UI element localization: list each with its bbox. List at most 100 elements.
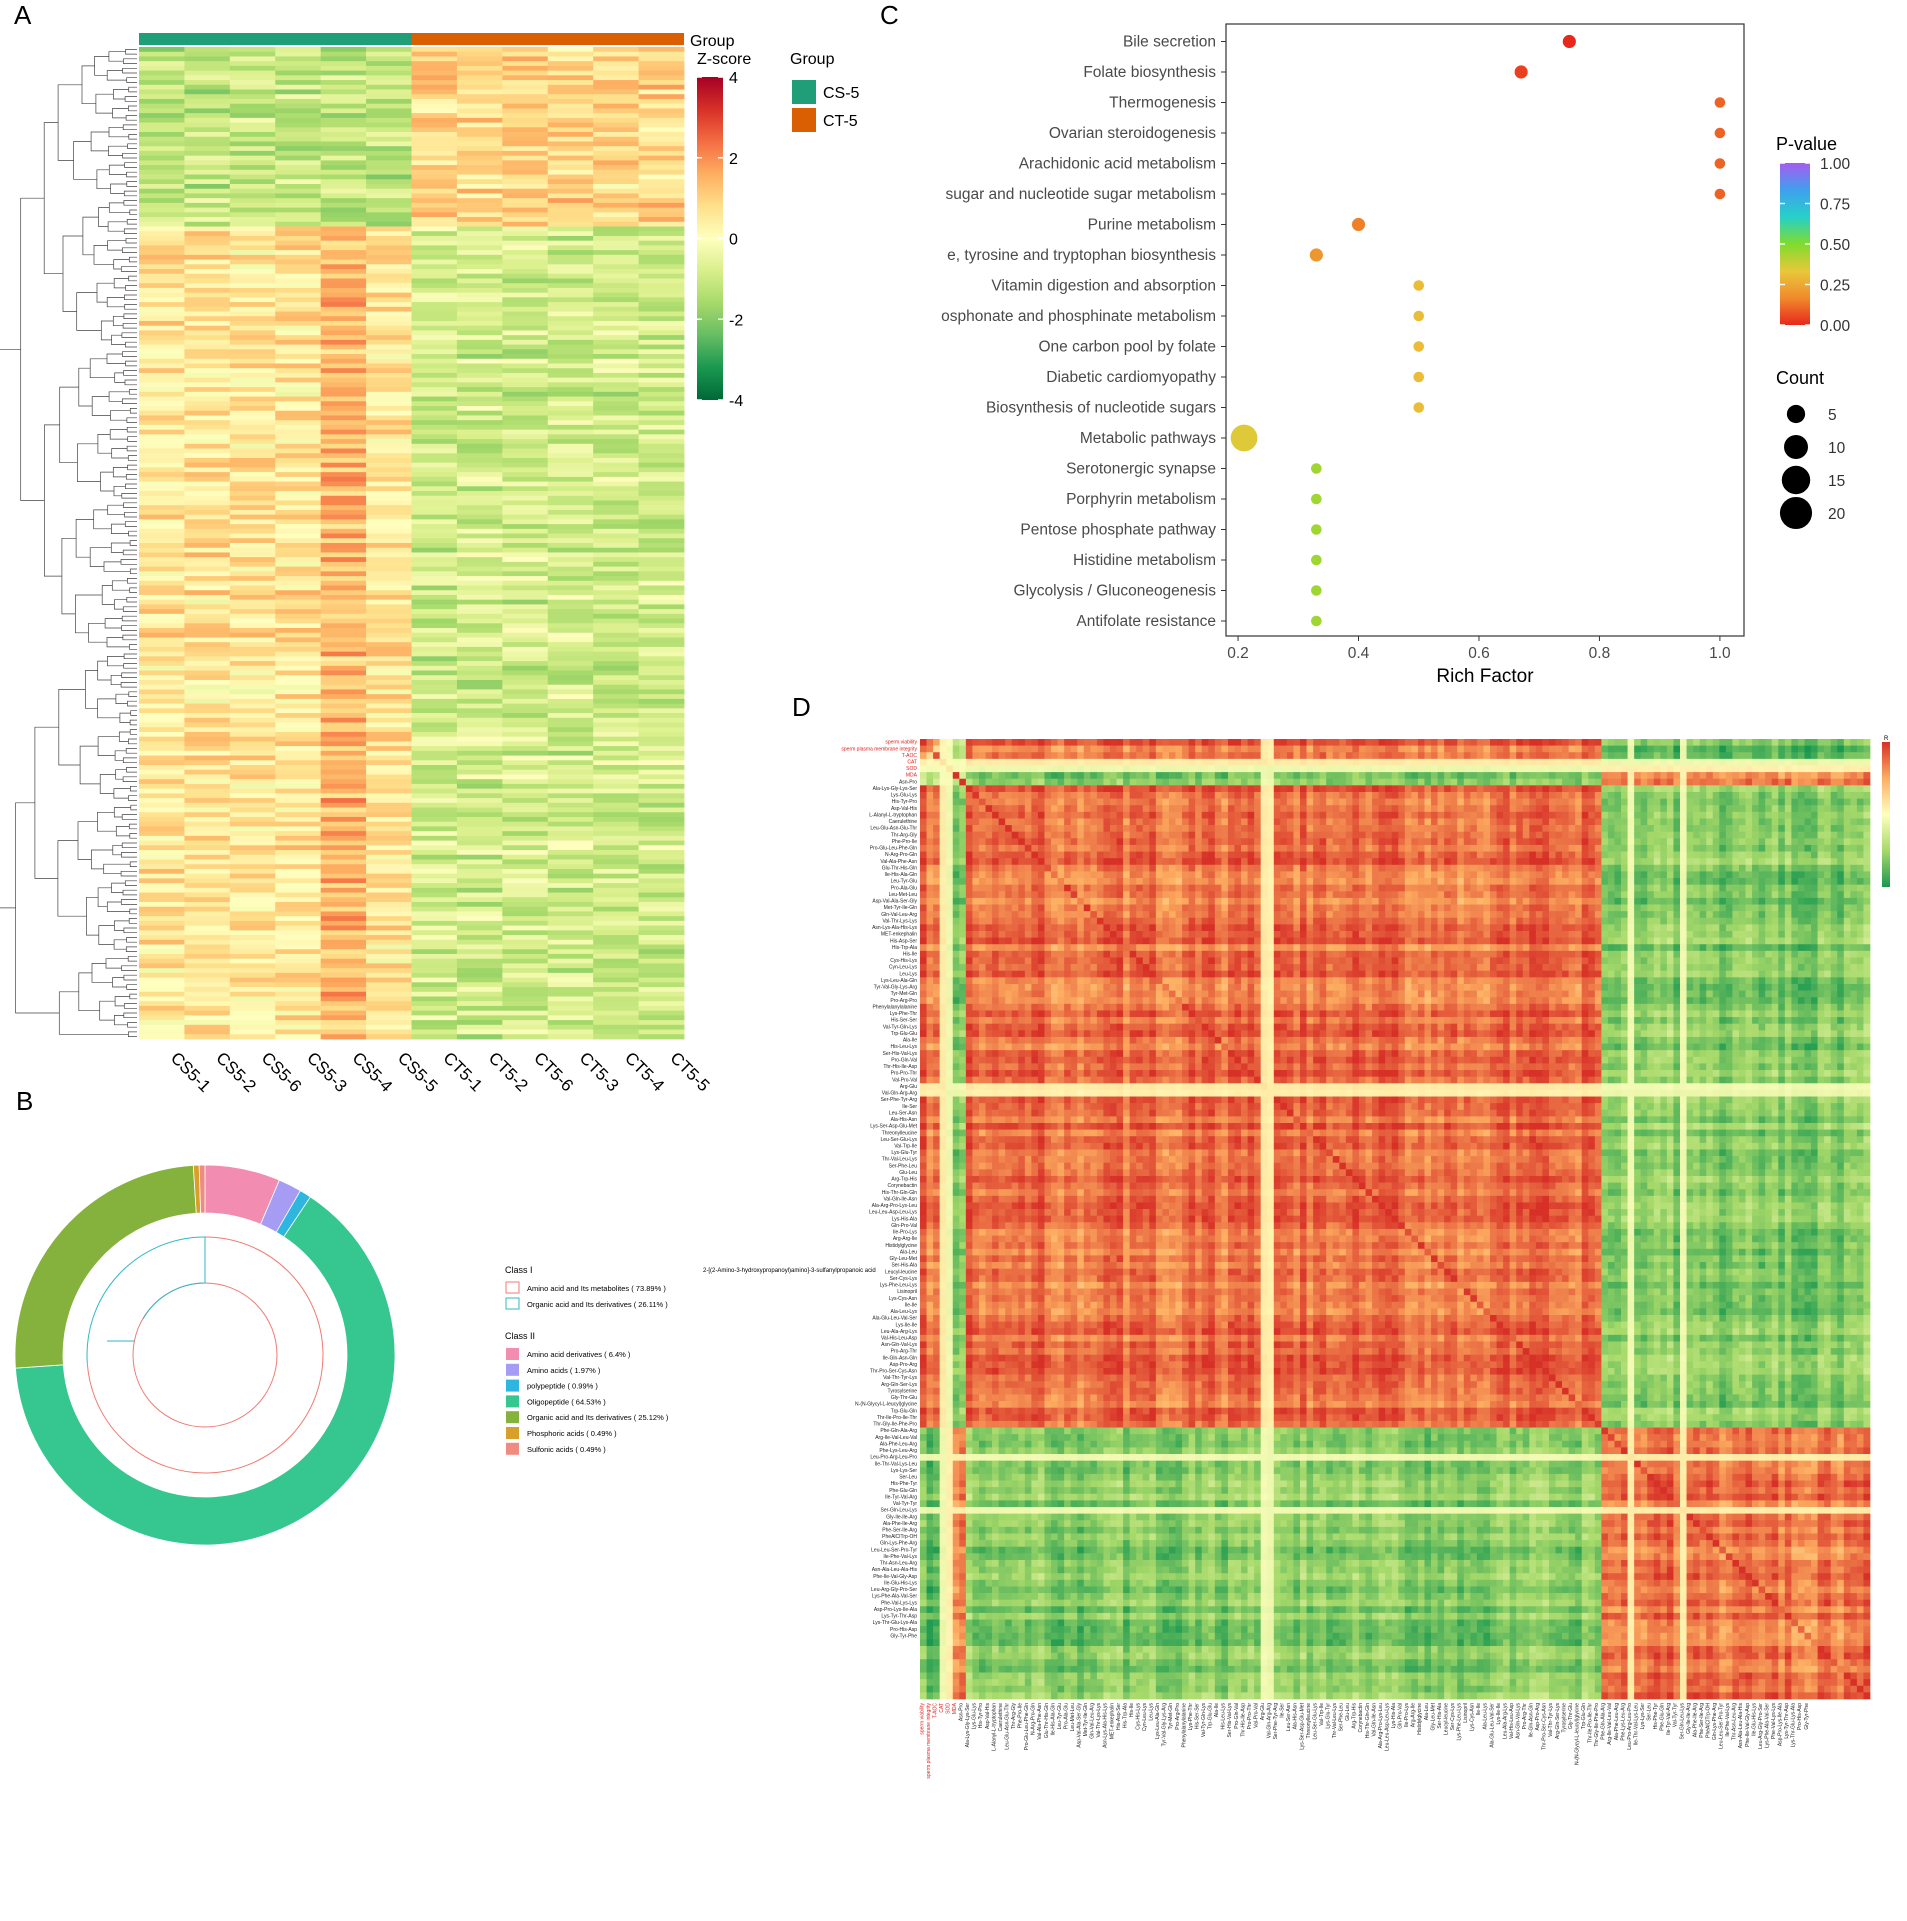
correlation-cell: [1588, 765, 1596, 773]
heatmap-cell: [593, 122, 639, 128]
heatmap-cell: [320, 623, 367, 629]
correlation-cell: [1175, 791, 1183, 799]
correlation-cell: [1227, 765, 1235, 773]
correlation-cell: [959, 739, 967, 746]
correlation-cell: [1562, 805, 1569, 813]
correlation-cell: [1758, 765, 1766, 773]
heatmap-cell: [638, 590, 685, 596]
heatmap-cell: [547, 868, 594, 875]
heatmap-cell: [502, 514, 549, 520]
correlation-cell: [1378, 811, 1386, 819]
heatmap-cell: [366, 722, 412, 728]
correlation-cell: [1300, 739, 1307, 746]
dendrogram-branch: [99, 774, 116, 794]
heatmap-cell: [366, 70, 412, 76]
heatmap-cell: [229, 377, 276, 383]
heatmap-cell: [547, 94, 594, 100]
correlation-cell: [1653, 772, 1661, 780]
heatmap-cell: [275, 47, 322, 53]
correlation-cell: [1503, 745, 1510, 753]
correlation-cell: [1437, 758, 1445, 766]
heatmap-cell: [593, 254, 639, 260]
heatmap-cell: [184, 335, 231, 341]
heatmap-cell: [229, 316, 276, 322]
correlation-cell: [1568, 805, 1576, 813]
heatmap-cell: [320, 868, 367, 875]
dendrogram-branch: [122, 152, 137, 159]
heatmap-cell: [638, 987, 685, 993]
heatmap-cell: [456, 1024, 503, 1030]
heatmap-cell: [593, 878, 639, 884]
heatmap-cell: [547, 439, 594, 445]
correlation-cell: [1752, 785, 1759, 793]
correlation-cell: [1332, 739, 1340, 746]
correlation-cell: [1031, 805, 1039, 813]
heatmap-cell: [275, 160, 322, 166]
heatmap-cell: [547, 679, 594, 686]
correlation-cell: [1064, 772, 1072, 780]
heatmap-cell: [456, 476, 503, 482]
heatmap-cell: [593, 765, 639, 771]
heatmap-cell: [411, 47, 458, 53]
heatmap-cell: [275, 278, 322, 284]
correlation-cell: [1621, 758, 1628, 766]
heatmap-cell: [275, 457, 322, 464]
correlation-cell: [1385, 825, 1393, 833]
correlation-cell: [1568, 798, 1576, 806]
heatmap-cell: [456, 594, 503, 601]
heatmap-cell: [638, 80, 685, 86]
heatmap-cell: [139, 89, 185, 95]
heatmap-cell: [229, 708, 276, 714]
correlation-cell: [1686, 791, 1694, 799]
correlation-cell: [1830, 778, 1838, 786]
heatmap-cell: [229, 443, 276, 449]
heatmap-cell: [593, 736, 639, 742]
correlation-cell: [1208, 752, 1216, 760]
heatmap-cell: [502, 415, 549, 421]
correlation-cell: [952, 739, 960, 746]
heatmap-cell: [139, 372, 185, 379]
correlation-cell: [1765, 778, 1773, 786]
heatmap-cell: [184, 514, 231, 520]
correlation-cell: [1712, 758, 1720, 766]
heatmap-cell: [275, 557, 322, 563]
heatmap-cell: [638, 103, 685, 109]
correlation-cell: [1011, 831, 1019, 839]
correlation-cell: [1214, 791, 1222, 799]
dendrogram-branch: [86, 896, 99, 936]
correlation-cell: [1765, 785, 1773, 793]
correlation-cell: [1738, 765, 1746, 773]
correlation-cell: [952, 778, 960, 786]
heatmap-cell: [593, 755, 639, 761]
correlation-cell: [1142, 825, 1150, 833]
heatmap-cell: [502, 920, 549, 927]
correlation-cell: [1476, 825, 1484, 833]
correlation-cell: [992, 791, 999, 799]
heatmap-cell: [502, 859, 549, 865]
correlation-cell: [1142, 752, 1150, 760]
correlation-cell: [1365, 798, 1373, 806]
heatmap-cell: [638, 146, 685, 152]
correlation-cell: [1077, 805, 1085, 813]
heatmap-cell: [456, 812, 503, 818]
correlation-cell: [1011, 818, 1019, 826]
correlation-cell: [1057, 831, 1065, 839]
heatmap-cell: [456, 372, 503, 379]
heatmap-cell: [320, 486, 367, 492]
heatmap-cell: [502, 557, 549, 563]
heatmap-cell: [275, 831, 322, 837]
heatmap-cell: [366, 902, 412, 908]
heatmap-cell: [411, 259, 458, 265]
heatmap-cell: [320, 410, 367, 416]
heatmap-cell: [275, 98, 322, 105]
correlation-cell: [1824, 752, 1832, 760]
dendrogram-branch: [123, 228, 137, 234]
correlation-cell: [1680, 791, 1687, 799]
heatmap-cell: [229, 552, 276, 558]
correlation-cell: [1168, 772, 1176, 780]
heatmap-cell: [320, 1001, 367, 1007]
heatmap-cell: [411, 226, 458, 232]
correlation-cell: [1535, 825, 1543, 833]
heatmap-cell: [184, 774, 231, 780]
heatmap-cell: [139, 750, 185, 756]
